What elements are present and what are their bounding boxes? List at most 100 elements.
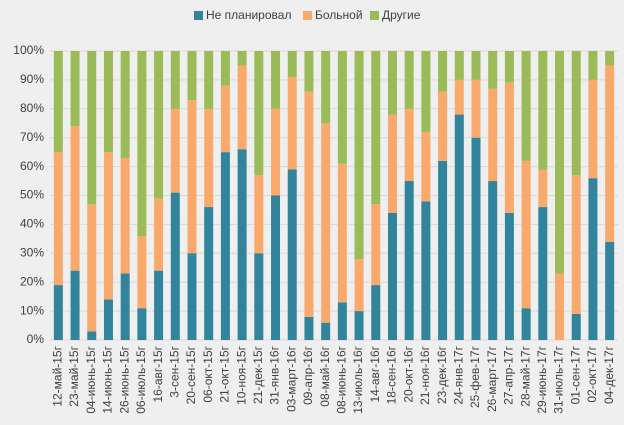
x-tick-label: 14-авг-16г xyxy=(368,345,382,402)
bar-segment xyxy=(137,235,147,309)
legend-label: Больной xyxy=(315,8,363,22)
bar-segment xyxy=(571,313,581,340)
bar-segment xyxy=(237,65,247,150)
x-tick-label: 13-июль-16г xyxy=(351,345,365,413)
bar-segment xyxy=(588,51,598,80)
x-tick-label: 04-июнь-15г xyxy=(84,345,98,413)
x-tick-label: 04-дек-17г xyxy=(602,345,616,404)
bar-segment xyxy=(438,160,448,340)
x-tick-label: 20-окт-16г xyxy=(401,345,415,402)
bar-segment xyxy=(103,51,113,153)
bar-segment xyxy=(254,51,264,176)
x-tick-label: 26-март-17г xyxy=(485,345,499,412)
bar-segment xyxy=(87,51,97,205)
bar-segment xyxy=(488,51,498,89)
x-tick-label: 10-ноя-15г xyxy=(234,345,248,404)
bar-segment xyxy=(287,51,297,78)
bar-segment xyxy=(337,302,347,340)
x-tick-label: 31-янв-16г xyxy=(268,345,282,404)
x-tick-label: 27-апр-17г xyxy=(502,345,516,405)
x-tick-label: 3-сен-15г xyxy=(167,345,181,397)
bar-segment xyxy=(120,51,130,158)
bar-segment xyxy=(421,51,431,132)
bar-segment xyxy=(588,79,598,179)
bar-segment xyxy=(438,51,448,92)
bar-segment xyxy=(220,51,230,86)
bar-segment xyxy=(321,51,331,124)
bar-segment xyxy=(454,114,464,340)
bar-segment xyxy=(488,181,498,340)
legend-label: Другие xyxy=(382,8,421,22)
bar-segment xyxy=(404,108,414,182)
bar-segment xyxy=(137,308,147,340)
bar-segment xyxy=(187,253,197,340)
bar-segment xyxy=(321,123,331,323)
bar-segment xyxy=(371,51,381,205)
y-tick-label: 60% xyxy=(20,159,44,173)
bar-segment xyxy=(454,51,464,80)
bar-segment xyxy=(387,212,397,340)
bar-segment xyxy=(53,152,63,286)
bar-segment xyxy=(237,149,247,340)
bar-segment xyxy=(521,51,531,161)
bar-segment xyxy=(571,175,581,314)
bar-segment xyxy=(404,51,414,109)
bar-segment xyxy=(271,51,281,109)
bar-segment xyxy=(271,108,281,196)
bar-segment xyxy=(538,207,548,340)
bar-segment xyxy=(70,51,80,127)
bar-segment xyxy=(471,137,481,340)
bar-segment xyxy=(154,270,164,340)
bar-segment xyxy=(321,322,331,340)
bar-segment xyxy=(220,85,230,153)
legend-swatch xyxy=(194,11,203,20)
bar-segment xyxy=(304,51,314,92)
bar-segment xyxy=(254,175,264,254)
x-tick-label: 25-фев-17г xyxy=(468,345,482,408)
bar-segment xyxy=(488,88,498,182)
x-tick-label: 18-сен-16г xyxy=(385,345,399,404)
bar-segment xyxy=(605,241,615,340)
bar-segment xyxy=(387,51,397,115)
bar-segment xyxy=(170,108,180,193)
bar-segment xyxy=(170,51,180,109)
bar-segment xyxy=(454,79,464,115)
y-tick-label: 90% xyxy=(20,72,44,86)
bar-segment xyxy=(53,51,63,153)
x-tick-label: 23-май-15г xyxy=(67,345,81,406)
bar-segment xyxy=(371,285,381,340)
x-tick-label: 02-окт-17г xyxy=(585,345,599,402)
legend-label: Не планировал xyxy=(206,8,291,22)
x-tick-label: 21-дек-15г xyxy=(251,345,265,404)
bar-segment xyxy=(137,51,147,236)
bar-segment xyxy=(354,51,364,260)
bar-segment xyxy=(254,253,264,340)
x-tick-label: 21-ноя-16г xyxy=(418,345,432,404)
bar-segment xyxy=(237,51,247,66)
y-tick-label: 80% xyxy=(20,101,44,115)
bar-segment xyxy=(287,169,297,340)
bar-segment xyxy=(504,212,514,340)
x-tick-label: 24-янв-17г xyxy=(451,345,465,404)
bar-segment xyxy=(421,131,431,202)
bar-segment xyxy=(354,259,364,312)
bar-segment xyxy=(538,169,548,208)
bar-segment xyxy=(287,77,297,170)
bar-segment xyxy=(371,204,381,286)
x-tick-label: 01-сен-17г xyxy=(568,345,582,404)
y-tick-label: 10% xyxy=(20,303,44,317)
bar-segment xyxy=(187,51,197,101)
bar-segment xyxy=(555,273,565,340)
bar-segment xyxy=(438,91,448,161)
bar-segment xyxy=(571,51,581,176)
bar-segment xyxy=(154,198,164,271)
x-tick-label: 26-июнь-15г xyxy=(117,345,131,413)
bar-segment xyxy=(87,331,97,340)
bar-segment xyxy=(538,51,548,170)
bar-segment xyxy=(103,299,113,340)
bar-segment xyxy=(504,51,514,83)
bar-segment xyxy=(471,79,481,138)
x-tick-label: 06-июль-15г xyxy=(134,345,148,413)
bar-segment xyxy=(220,152,230,340)
